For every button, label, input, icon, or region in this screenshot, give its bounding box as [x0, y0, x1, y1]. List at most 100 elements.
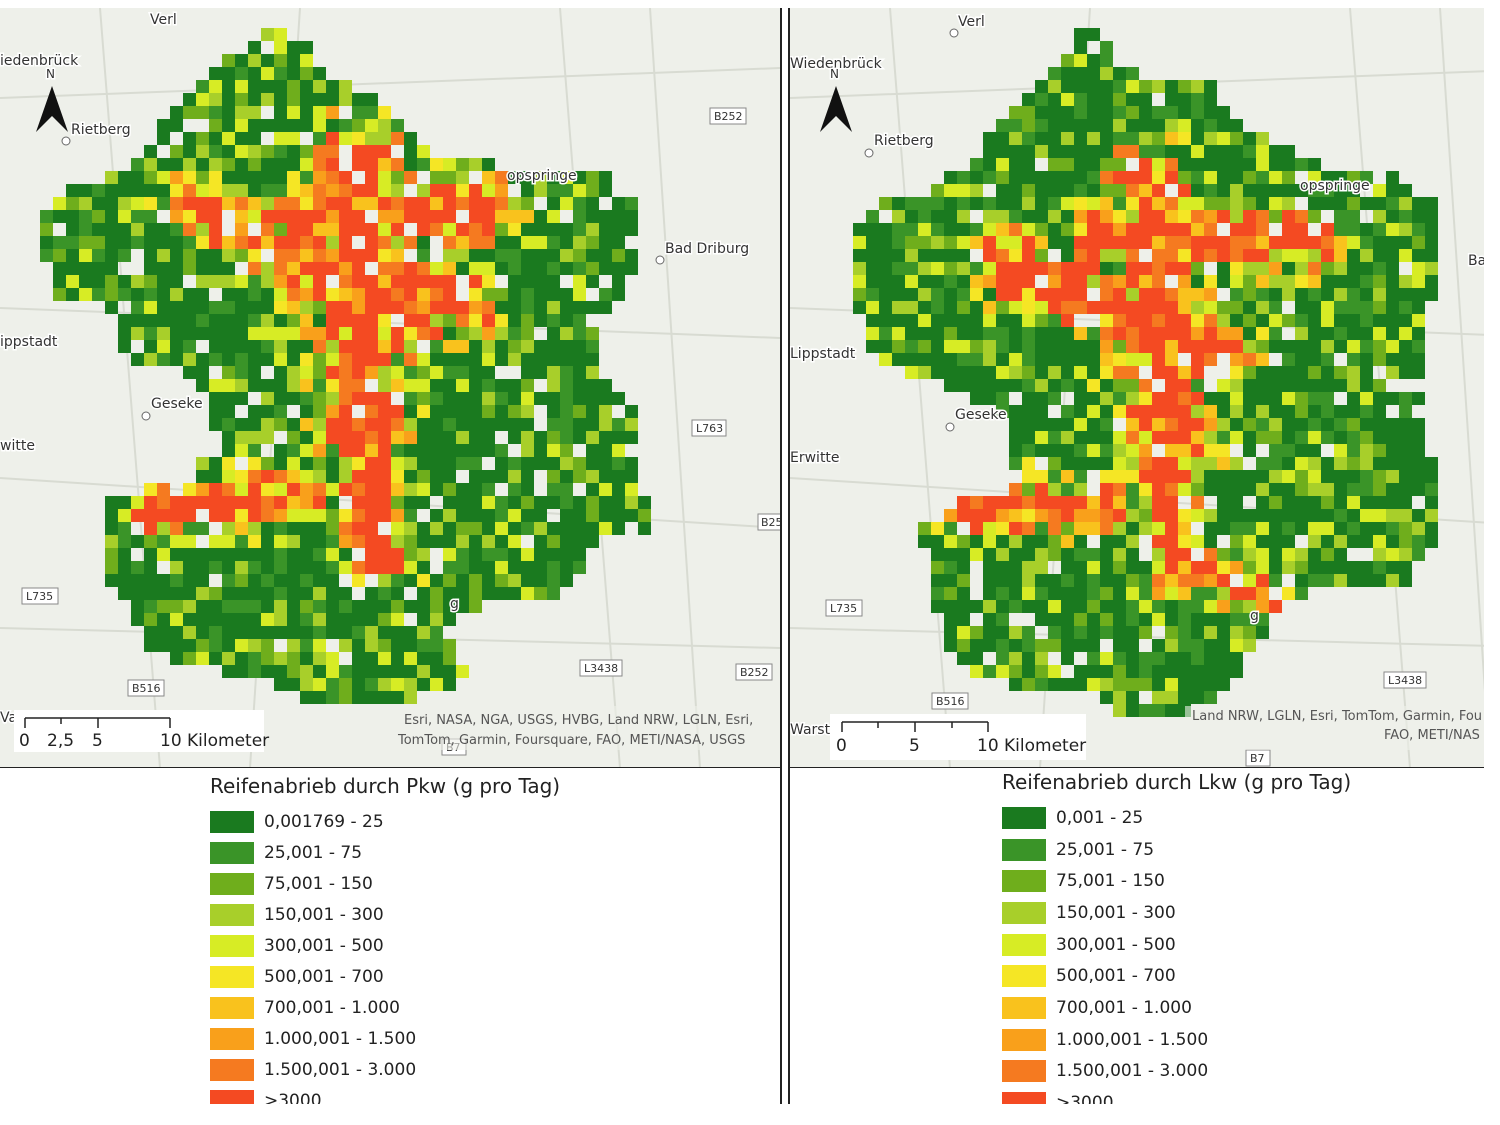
grid-cell	[326, 444, 339, 457]
grid-cell	[1412, 327, 1425, 340]
grid-cell	[222, 158, 235, 171]
grid-cell	[970, 340, 983, 353]
grid-cell	[391, 444, 404, 457]
grid-cell	[1087, 28, 1100, 41]
grid-cell	[1009, 379, 1022, 392]
grid-cell	[1373, 249, 1386, 262]
grid-cell	[547, 314, 560, 327]
grid-cell	[274, 314, 287, 327]
panel-bottom-left	[0, 767, 780, 768]
grid-cell	[40, 210, 53, 223]
grid-cell	[300, 301, 313, 314]
grid-cell	[300, 535, 313, 548]
attribution: Land NRW, LGLN, Esri, TomTom, Garmin, Fo…	[1185, 706, 1484, 750]
grid-cell	[1139, 418, 1152, 431]
grid-cell	[79, 223, 92, 236]
grid-cell	[1165, 639, 1178, 652]
grid-cell	[248, 613, 261, 626]
grid-cell	[391, 600, 404, 613]
grid-cell	[287, 184, 300, 197]
map-canvas-lkw[interactable]: Verl Wiedenbrück Rietberg opspringe Ba L…	[790, 8, 1484, 768]
grid-cell	[508, 431, 521, 444]
grid-cell	[1321, 496, 1334, 509]
grid-cell	[1126, 587, 1139, 600]
grid-cell	[1074, 444, 1087, 457]
grid-cell	[1087, 613, 1100, 626]
grid-cell	[235, 483, 248, 496]
grid-cell	[144, 275, 157, 288]
grid-cell	[1243, 210, 1256, 223]
grid-cell	[521, 262, 534, 275]
grid-cell	[1139, 470, 1152, 483]
grid-cell	[365, 392, 378, 405]
grid-cell	[430, 210, 443, 223]
grid-cell	[287, 418, 300, 431]
grid-cell	[261, 379, 274, 392]
grid-cell	[144, 314, 157, 327]
grid-cell	[1113, 639, 1126, 652]
grid-cell	[274, 392, 287, 405]
grid-cell	[1061, 197, 1074, 210]
grid-cell	[482, 223, 495, 236]
grid-cell	[430, 457, 443, 470]
grid-cell	[1100, 106, 1113, 119]
grid-cell	[612, 496, 625, 509]
grid-cell	[313, 496, 326, 509]
legend-swatch	[210, 934, 254, 957]
grid-cell	[430, 574, 443, 587]
grid-cell	[1256, 626, 1269, 639]
grid-cell	[352, 418, 365, 431]
grid-cell	[209, 275, 222, 288]
grid-cell	[222, 340, 235, 353]
grid-cell	[1308, 522, 1321, 535]
grid-cell	[1295, 158, 1308, 171]
grid-cell	[560, 314, 573, 327]
grid-cell	[157, 197, 170, 210]
grid-cell	[586, 470, 599, 483]
grid-cell	[1035, 262, 1048, 275]
grid-cell	[1347, 184, 1360, 197]
grid-cell	[983, 587, 996, 600]
grid-cell	[235, 613, 248, 626]
grid-cell	[1061, 457, 1074, 470]
grid-cell	[404, 236, 417, 249]
grid-cell	[534, 366, 547, 379]
grid-cell	[1243, 171, 1256, 184]
grid-cell	[1035, 665, 1048, 678]
grid-cell	[1009, 626, 1022, 639]
grid-cell	[1321, 275, 1334, 288]
legend-item: 25,001 - 75	[1002, 834, 1351, 866]
grid-cell	[339, 431, 352, 444]
grid-cell	[378, 379, 391, 392]
grid-cell	[404, 197, 417, 210]
grid-cell	[1022, 470, 1035, 483]
grid-cell	[404, 132, 417, 145]
grid-cell	[1165, 496, 1178, 509]
grid-cell	[313, 223, 326, 236]
legend-swatch	[1002, 838, 1046, 861]
grid-cell	[547, 249, 560, 262]
grid-cell	[443, 574, 456, 587]
grid-cell	[996, 613, 1009, 626]
legend-label: 150,001 - 300	[264, 904, 384, 925]
grid-cell	[1360, 405, 1373, 418]
grid-cell	[391, 457, 404, 470]
grid-cell	[1126, 340, 1139, 353]
grid-cell	[1230, 535, 1243, 548]
grid-cell	[983, 535, 996, 548]
grid-cell	[944, 509, 957, 522]
map-panel-pkw[interactable]: Verl iedenbrück Rietberg opspringe Bad D…	[0, 8, 780, 768]
grid-cell	[456, 262, 469, 275]
grid-cell	[1178, 613, 1191, 626]
grid-cell	[547, 288, 560, 301]
grid-cell	[1308, 171, 1321, 184]
grid-cell	[300, 483, 313, 496]
map-canvas-pkw[interactable]: Verl iedenbrück Rietberg opspringe Bad D…	[0, 8, 780, 768]
grid-cell	[287, 197, 300, 210]
grid-cell	[1295, 288, 1308, 301]
grid-cell	[1139, 223, 1152, 236]
grid-cell	[957, 639, 970, 652]
grid-cell	[378, 366, 391, 379]
grid-cell	[1113, 80, 1126, 93]
map-panel-lkw[interactable]: Verl Wiedenbrück Rietberg opspringe Ba L…	[790, 8, 1484, 768]
